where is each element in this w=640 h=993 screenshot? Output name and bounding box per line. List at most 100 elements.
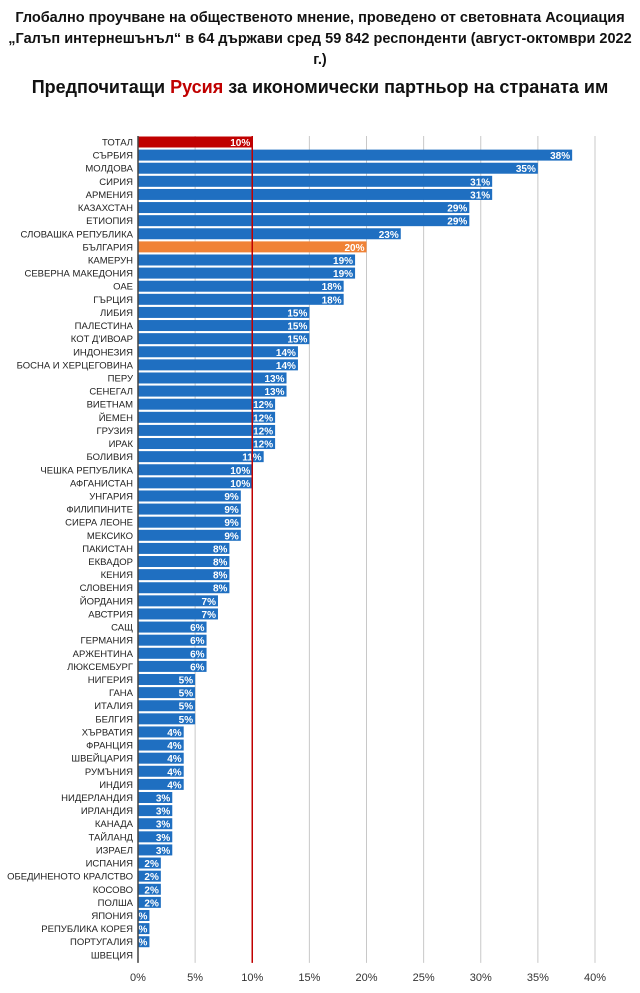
data-label: 3% [156, 794, 171, 805]
data-label: 6% [190, 662, 205, 673]
bar [138, 647, 207, 659]
category-label: ПОЛША [98, 898, 134, 909]
bar [138, 726, 184, 738]
bar [138, 870, 161, 882]
bar [138, 805, 173, 817]
category-label: ИНДИЯ [99, 780, 133, 791]
data-label: 8% [213, 544, 228, 555]
bar [138, 896, 161, 908]
data-label: 4% [167, 754, 182, 765]
data-label: 9% [224, 505, 239, 516]
data-label: 12% [253, 440, 273, 451]
bar [138, 621, 207, 633]
data-label: 5% [179, 715, 194, 726]
data-label: 8% [213, 584, 228, 595]
data-label: 6% [190, 623, 205, 634]
data-label: 8% [213, 571, 228, 582]
data-label: 3% [156, 846, 171, 857]
category-label: СЛОВАШКА РЕПУБЛИКА [21, 229, 134, 240]
bar [138, 569, 230, 581]
bar [138, 333, 310, 345]
category-label: АРЖЕНТИНА [73, 649, 134, 660]
bar [138, 162, 538, 174]
bar [138, 752, 184, 764]
category-label: СЕВЕРНА МАКЕДОНИЯ [24, 269, 133, 280]
category-label: ИНДОНЕЗИЯ [73, 347, 133, 358]
bar [138, 936, 150, 948]
data-label: 4% [167, 728, 182, 739]
x-tick-label: 5% [187, 972, 203, 984]
data-label: 4% [167, 767, 182, 778]
data-label: 5% [179, 702, 194, 713]
bar [138, 136, 253, 148]
bar [138, 857, 161, 869]
category-label: БЕЛГИЯ [95, 714, 133, 725]
data-label: 18% [322, 282, 342, 293]
data-label: 10% [230, 466, 250, 477]
category-label: ОБЕДИНЕНОТО КРАЛСТВО [7, 872, 133, 883]
data-label: 12% [253, 426, 273, 437]
category-label: БОСНА И ХЕРЦЕГОВИНА [17, 360, 134, 371]
category-label: МОЛДОВА [85, 164, 133, 175]
category-label: ВИЕТНАМ [87, 400, 134, 411]
category-label: ПАКИСТАН [82, 544, 133, 555]
data-label: 5% [179, 676, 194, 687]
data-label: 9% [224, 492, 239, 503]
bar [138, 320, 310, 332]
category-label: ТАЙЛАНД [88, 831, 133, 843]
bar [138, 687, 196, 699]
category-label: ИТАЛИЯ [94, 701, 133, 712]
bar [138, 490, 241, 502]
data-label: 29% [447, 217, 467, 228]
bar [138, 792, 173, 803]
bar [138, 595, 218, 607]
bar [138, 293, 344, 305]
data-label: 4% [167, 741, 182, 752]
data-label: 5% [179, 689, 194, 700]
data-label: 13% [265, 374, 285, 385]
bar [138, 844, 173, 856]
bar [138, 372, 287, 384]
bar [138, 149, 573, 161]
category-label: ИСПАНИЯ [86, 859, 134, 870]
data-label: 2% [144, 898, 159, 909]
bar [138, 765, 184, 777]
data-label: 7% [202, 610, 217, 621]
category-label: КЕНИЯ [101, 570, 134, 581]
data-label: 7% [202, 597, 217, 608]
bar [138, 831, 173, 843]
x-tick-label: 15% [298, 972, 320, 984]
category-label: ЙОРДАНИЯ [80, 595, 133, 607]
category-label: АВСТРИЯ [88, 609, 133, 620]
category-label: ОАЕ [113, 282, 133, 293]
bar [138, 883, 161, 895]
data-label: 10% [230, 138, 250, 149]
title-part-2: за икономически партньор на страната им [223, 77, 609, 97]
category-label: ПОРТУГАЛИЯ [70, 937, 133, 948]
category-label: САЩ [111, 623, 133, 634]
category-label: УНГАРИЯ [89, 491, 133, 502]
category-label: МЕКСИКО [87, 531, 133, 542]
category-label: БЪЛГАРИЯ [82, 242, 133, 253]
x-tick-label: 20% [355, 972, 377, 984]
data-label: 3% [156, 820, 171, 831]
category-label: ТОТАЛ [102, 138, 133, 149]
category-label: БОЛИВИЯ [87, 452, 134, 463]
header-line-1: Глобално проучване на общественото мнени… [15, 10, 625, 26]
bar [138, 215, 470, 227]
data-label: 29% [447, 204, 467, 215]
bar [138, 254, 356, 266]
category-label: ШВЕЦИЯ [91, 950, 133, 961]
data-label: 35% [516, 164, 536, 175]
category-label: ФРАНЦИЯ [86, 741, 133, 752]
bar [138, 438, 276, 450]
data-label: 2% [144, 859, 159, 870]
category-label: НИДЕРЛАНДИЯ [61, 793, 133, 804]
bar [138, 739, 184, 751]
bar [138, 516, 241, 528]
x-tick-label: 30% [470, 972, 492, 984]
data-label: 12% [253, 400, 273, 411]
category-label: ГЪРЦИЯ [93, 295, 133, 306]
survey-header: Глобално проучване на общественото мнени… [0, 8, 640, 71]
data-label: 1% [133, 925, 148, 936]
